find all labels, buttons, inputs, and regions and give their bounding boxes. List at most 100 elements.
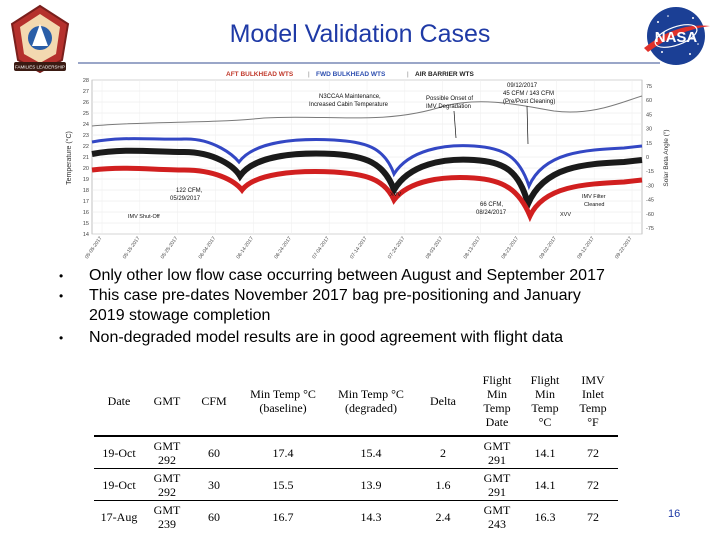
right-axis-label: Solar Beta Angle (°)	[662, 129, 670, 186]
svg-text:|: |	[308, 71, 310, 78]
legend-air: AIR BARRIER WTS	[415, 71, 475, 78]
left-tick-label: 17	[83, 199, 89, 205]
table-row: 19-Oct GMT 292 30 15.5 13.9 1.6 GMT 291 14…	[94, 468, 618, 501]
right-tick-label: 0	[646, 155, 649, 161]
annotation-xvv-1: XVV	[390, 192, 401, 198]
annotation-xvv-2: XVV	[560, 212, 571, 218]
date-tick-label: 09-22-2017	[614, 236, 634, 261]
bullet-item: • This case pre-dates November 2017 bag p…	[59, 287, 581, 304]
right-tick-label: -45	[646, 198, 654, 204]
validation-table: Date GMT CFM Min Temp °C (baseline) Min T…	[94, 367, 618, 532]
left-tick-label: 21	[83, 155, 89, 161]
right-tick-label: -30	[646, 183, 654, 189]
date-axis-ticks: 05-05-2017 05-15-2017 05-25-2017 06-04-2017…	[84, 236, 634, 261]
right-tick-label: 45	[646, 112, 652, 118]
date-tick-label: 08-13-2017	[463, 236, 483, 261]
annotation-degradation-1: Possible Onset of	[426, 96, 473, 102]
nasa-text: NASA	[655, 29, 698, 46]
air-barrier-series	[91, 147, 643, 214]
temperature-chart: AFT BULKHEAD WTS | FWD BULKHEAD WTS | AI…	[65, 71, 670, 261]
right-tick-label: 60	[646, 98, 652, 104]
annotation-degradation-2: IMV Degradation	[426, 104, 471, 110]
left-tick-label: 24	[83, 122, 89, 128]
bullet-item-continuation: 2019 stowage completion	[89, 307, 271, 324]
header-gmt: GMT	[144, 367, 190, 437]
date-tick-label: 08-03-2017	[425, 236, 445, 261]
date-tick-label: 06-04-2017	[198, 236, 218, 261]
mission-patch-icon: FAMILIES LEADERSHIP	[10, 4, 70, 74]
table-row: 19-Oct GMT 292 60 17.4 15.4 2 GMT 291 14.1…	[102, 438, 599, 467]
date-tick-label: 05-25-2017	[160, 236, 180, 261]
right-tick-label: -15	[646, 169, 654, 175]
header-cfm: CFM	[190, 367, 238, 437]
left-tick-label: 15	[83, 221, 89, 227]
date-tick-label: 05-15-2017	[122, 236, 142, 261]
left-tick-label: 19	[83, 177, 89, 183]
chart-legend: AFT BULKHEAD WTS | FWD BULKHEAD WTS | AI…	[226, 71, 475, 78]
annotation-filter-2: Cleaned	[584, 202, 605, 208]
left-tick-label: 16	[83, 210, 89, 216]
left-tick-label: 27	[83, 89, 89, 95]
annotation-maintenance-2: Increased Cabin Temperature	[309, 102, 389, 108]
right-tick-label: -75	[646, 226, 654, 232]
annotation-cleaning-3: (Pre/Post Cleaning)	[503, 99, 555, 105]
right-axis-ticks: 75 60 45 30 15 0 -15 -30 -45 -60 -75	[646, 84, 654, 232]
annotation-cleaning-2: 45 CFM / 143 CFM	[503, 91, 554, 97]
date-tick-label: 09-12-2017	[576, 236, 596, 261]
annotation-122cfm-2: 05/29/2017	[170, 196, 201, 202]
header-min-baseline: Min Temp °C (baseline)	[238, 367, 328, 437]
header-delta: Delta	[414, 367, 472, 437]
header-flight-temp: Flight Min Temp °C	[522, 367, 568, 437]
right-tick-label: 75	[646, 84, 652, 90]
right-tick-label: 30	[646, 127, 652, 133]
right-tick-label: -60	[646, 212, 654, 218]
page-title: Model Validation Cases	[229, 20, 491, 48]
right-tick-label: 15	[646, 141, 652, 147]
header-flight-date: Flight Min Temp Date	[472, 367, 522, 437]
annotation-filter-1: IMV Filter	[582, 194, 606, 200]
svg-text:|: |	[407, 71, 409, 78]
beta-angle-series	[91, 95, 643, 127]
legend-aft: AFT BULKHEAD WTS	[226, 71, 294, 78]
header-imv-inlet: IMV Inlet Temp °F	[568, 367, 618, 437]
nasa-meatball-icon: NASA	[644, 7, 710, 65]
left-axis-ticks: 28 27 26 25 24 23 22 21 20 19 18 17 16 15 14	[83, 78, 89, 238]
title-divider	[78, 62, 660, 64]
chart-annotations: N3CCAA Maintenance, Increased Cabin Temp…	[128, 83, 606, 220]
annotation-cleaning-1: 09/12/2017	[507, 83, 538, 89]
bullet-list: • Only other low flow case occurring betw…	[55, 266, 695, 348]
annotation-imv-shutoff: IMV Shut-Off	[128, 214, 160, 220]
fwd-bulkhead-series	[91, 137, 643, 191]
left-tick-label: 18	[83, 188, 89, 194]
legend-fwd: FWD BULKHEAD WTS	[316, 71, 386, 78]
date-tick-label: 07-24-2017	[387, 236, 407, 261]
left-tick-label: 28	[83, 78, 89, 84]
date-tick-label: 07-04-2017	[311, 236, 331, 261]
annotation-maintenance-1: N3CCAA Maintenance,	[319, 94, 381, 100]
date-tick-label: 07-14-2017	[349, 236, 369, 261]
date-tick-label: 06-14-2017	[235, 236, 255, 261]
left-tick-label: 23	[83, 133, 89, 139]
left-tick-label: 14	[83, 232, 89, 238]
table-row: 17-Aug GMT 239 60 16.7 14.3 2.4 GMT 243 16…	[94, 500, 618, 532]
left-tick-label: 26	[83, 100, 89, 106]
annotation-122cfm-1: 122 CFM,	[176, 188, 203, 194]
date-tick-label: 09-02-2017	[538, 236, 558, 261]
table-header-row: Date GMT CFM Min Temp °C (baseline) Min T…	[94, 367, 618, 437]
annotation-66cfm-2: 08/24/2017	[476, 210, 507, 216]
left-tick-label: 25	[83, 111, 89, 117]
bullet-item: • Non-degraded model results are in good …	[59, 329, 564, 346]
date-tick-label: 05-05-2017	[84, 236, 104, 261]
annotation-66cfm-1: 66 CFM,	[480, 202, 503, 208]
date-tick-label: 06-24-2017	[273, 236, 293, 261]
left-axis-label: Temperature (°C)	[65, 131, 73, 185]
left-tick-label: 20	[83, 166, 89, 172]
header-date: Date	[94, 367, 144, 437]
date-tick-label: 08-23-2017	[500, 236, 520, 261]
left-tick-label: 22	[83, 144, 89, 150]
bullet-item: • Only other low flow case occurring betw…	[59, 267, 605, 284]
page-number: 16	[668, 508, 681, 520]
aft-bulkhead-series	[91, 165, 643, 223]
logo-left-text: FAMILIES LEADERSHIP	[15, 65, 65, 70]
header-min-degraded: Min Temp °C (degraded)	[328, 367, 414, 437]
